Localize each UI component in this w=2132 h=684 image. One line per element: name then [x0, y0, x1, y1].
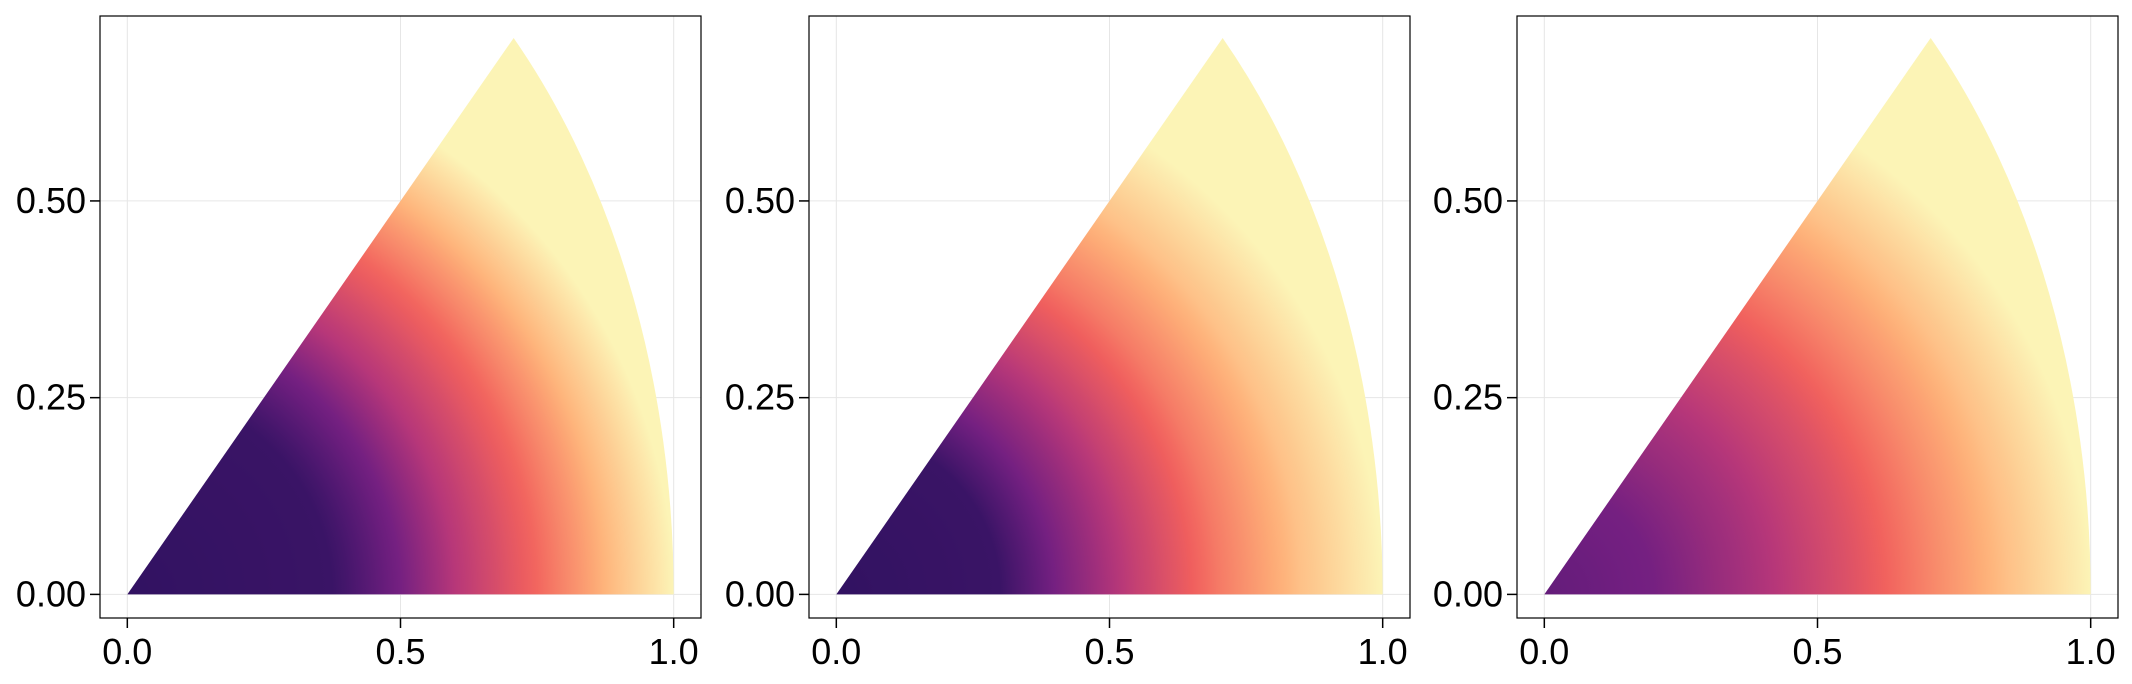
- heatmap-sector: [127, 37, 674, 595]
- y-tick-label: 0.50: [16, 180, 86, 221]
- x-tick-label: 0.5: [375, 631, 425, 672]
- heatmap-sector: [836, 37, 1383, 595]
- x-tick-label: 0.0: [811, 631, 861, 672]
- heatmap-sector: [1544, 37, 2091, 595]
- x-tick-label: 1.0: [2066, 631, 2116, 672]
- y-tick-label: 0.00: [1433, 573, 1503, 614]
- panel-1: 0.0 0.5 1.0 0.00 0.25 0.50: [16, 15, 702, 672]
- x-tick-label: 1.0: [649, 631, 699, 672]
- x-tick-label: 0.5: [1084, 631, 1134, 672]
- y-tick-label: 0.50: [1433, 180, 1503, 221]
- panel-3: 0.0 0.5 1.0 0.00 0.25 0.50: [1433, 15, 2119, 672]
- x-tick-label: 1.0: [1358, 631, 1408, 672]
- y-tick-label: 0.25: [16, 377, 86, 418]
- y-tick-label: 0.00: [16, 573, 86, 614]
- panel-2: 0.0 0.5 1.0 0.00 0.25 0.50: [725, 15, 1411, 672]
- x-tick-label: 0.0: [102, 631, 152, 672]
- y-tick-label: 0.25: [1433, 377, 1503, 418]
- y-tick-label: 0.00: [725, 573, 795, 614]
- x-tick-label: 0.5: [1792, 631, 1842, 672]
- y-tick-label: 0.25: [725, 377, 795, 418]
- x-tick-label: 0.0: [1519, 631, 1569, 672]
- y-tick-label: 0.50: [725, 180, 795, 221]
